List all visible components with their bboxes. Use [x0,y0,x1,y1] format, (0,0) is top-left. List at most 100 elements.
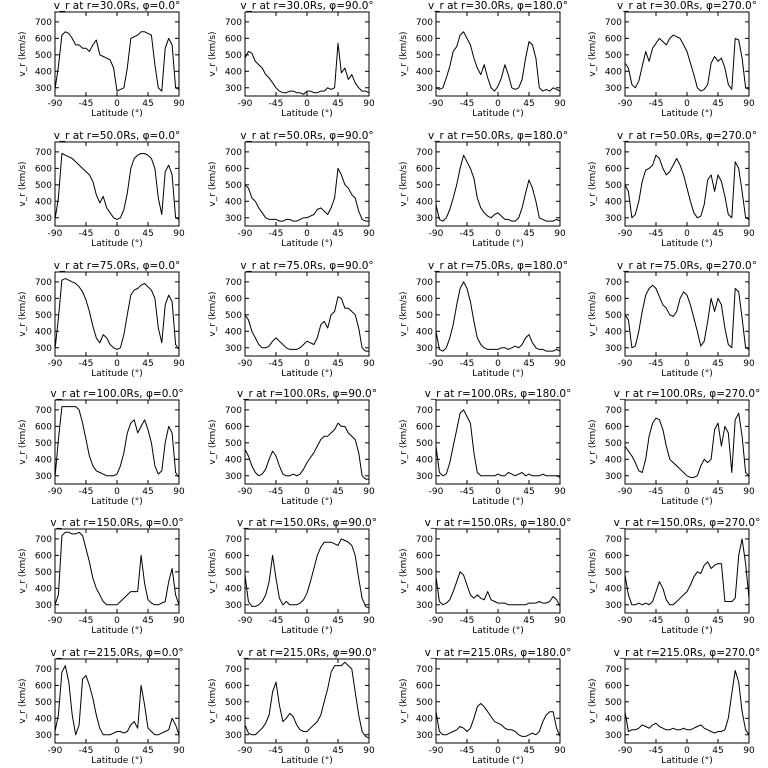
y-tick-label: 300 [416,344,433,354]
y-tick-label: 300 [416,472,433,482]
y-tick-label: 600 [416,551,433,561]
y-axis-label: v_r (km/s) [588,291,598,336]
panel-title: v_r at r=50.0Rs, φ=90.0° [240,130,373,142]
panel-title: v_r at r=30.0Rs, φ=180.0° [428,0,568,12]
y-tick-label: 300 [605,84,622,94]
panel-9: v_r at r=75.0Rs, φ=0.0° -90 -45 0 45 90 300 400… [18,260,185,379]
y-tick-label: 400 [225,584,242,594]
x-tick-label: 45 [142,359,153,369]
x-axis-label: Latitude (°) [91,626,142,636]
x-tick-label: 0 [684,746,690,756]
y-tick-label: 700 [35,148,52,158]
panel-title: v_r at r=100.0Rs, φ=180.0° [425,388,572,400]
x-tick-label: 90 [554,359,566,369]
y-tick-label: 600 [605,164,622,174]
y-tick-label: 700 [35,406,52,416]
x-tick-label: 0 [114,487,120,497]
x-tick-label: -45 [79,487,94,497]
y-tick-label: 400 [35,584,52,594]
x-axis-label: Latitude (°) [91,756,142,766]
y-tick-label: 300 [416,84,433,94]
x-tick-label: -90 [238,487,253,497]
x-tick-label: -45 [460,487,475,497]
y-tick-label: 400 [416,584,433,594]
x-tick-label: 45 [523,229,534,239]
panel-title: v_r at r=50.0Rs, φ=270.0° [617,130,757,142]
panel-title: v_r at r=30.0Rs, φ=90.0° [240,0,373,12]
y-tick-label: 300 [225,214,242,224]
x-tick-label: -45 [460,616,475,626]
x-tick-label: -45 [79,746,94,756]
y-tick-label: 600 [35,34,52,44]
panel-title: v_r at r=100.0Rs, φ=0.0° [50,388,183,400]
plot-frame [54,11,180,97]
panel-12: v_r at r=75.0Rs, φ=270.0° -90 -45 0 45 90 300 4… [588,260,757,379]
y-tick-label: 500 [416,439,433,449]
y-tick-label: 700 [605,278,622,288]
panel-11: v_r at r=75.0Rs, φ=180.0° -90 -45 0 45 90 300 4… [399,260,568,379]
y-tick-label: 600 [35,422,52,432]
x-tick-label: 90 [363,746,375,756]
series-line [435,703,561,737]
x-tick-label: 0 [495,616,501,626]
x-tick-label: 45 [712,359,723,369]
panel-6: v_r at r=50.0Rs, φ=90.0° -90 -45 0 45 90 300 40… [208,130,375,249]
series-line [244,538,370,609]
x-tick-label: -90 [48,229,63,239]
x-tick-label: -45 [460,746,475,756]
y-tick-label: 400 [416,714,433,724]
y-tick-label: 500 [225,51,242,61]
y-tick-label: 600 [35,294,52,304]
plot-frame [54,658,180,744]
y-tick-label: 400 [416,197,433,207]
x-tick-label: 45 [332,616,343,626]
x-tick-label: -90 [618,746,633,756]
x-tick-label: 0 [495,229,501,239]
x-tick-label: 45 [142,487,153,497]
x-tick-label: -45 [460,99,475,109]
y-tick-label: 600 [35,681,52,691]
y-axis-label: v_r (km/s) [18,548,28,593]
plot-frame [244,528,370,614]
y-tick-label: 300 [416,214,433,224]
y-tick-label: 300 [605,472,622,482]
x-tick-label: -45 [269,487,284,497]
y-tick-label: 700 [416,148,433,158]
series-line [244,661,370,739]
x-tick-label: -45 [79,99,94,109]
y-tick-label: 600 [225,34,242,44]
series-line [54,31,180,92]
x-axis-label: Latitude (°) [472,109,523,119]
y-tick-label: 600 [225,681,242,691]
x-axis-label: Latitude (°) [91,239,142,249]
y-tick-label: 300 [225,84,242,94]
x-tick-label: 45 [332,487,343,497]
x-axis-label: Latitude (°) [91,497,142,507]
y-tick-label: 600 [416,294,433,304]
x-tick-label: -45 [649,359,664,369]
y-tick-label: 400 [605,67,622,77]
plot-frame [624,271,750,357]
x-tick-label: -90 [429,359,444,369]
y-tick-label: 500 [35,181,52,191]
x-axis-label: Latitude (°) [281,369,332,379]
x-tick-label: -90 [429,99,444,109]
x-tick-label: -45 [269,229,284,239]
x-tick-label: -45 [649,616,664,626]
y-tick-label: 300 [225,731,242,741]
x-tick-label: 0 [684,487,690,497]
series-line [624,670,750,736]
panel-title: v_r at r=50.0Rs, φ=180.0° [428,130,568,142]
panel-14: v_r at r=100.0Rs, φ=90.0° -90 -45 0 45 90 300 4… [208,388,377,507]
panel-title: v_r at r=150.0Rs, φ=90.0° [237,517,377,529]
x-tick-label: 45 [523,487,534,497]
y-tick-label: 400 [225,455,242,465]
panel-15: v_r at r=100.0Rs, φ=180.0° -90 -45 0 45 90 300… [399,388,571,507]
panel-title: v_r at r=75.0Rs, φ=90.0° [240,260,373,272]
x-tick-label: 45 [712,99,723,109]
x-axis-label: Latitude (°) [661,109,712,119]
y-axis-label: v_r (km/s) [208,161,218,206]
y-tick-label: 400 [35,197,52,207]
y-tick-label: 700 [416,535,433,545]
x-tick-label: -90 [618,99,633,109]
